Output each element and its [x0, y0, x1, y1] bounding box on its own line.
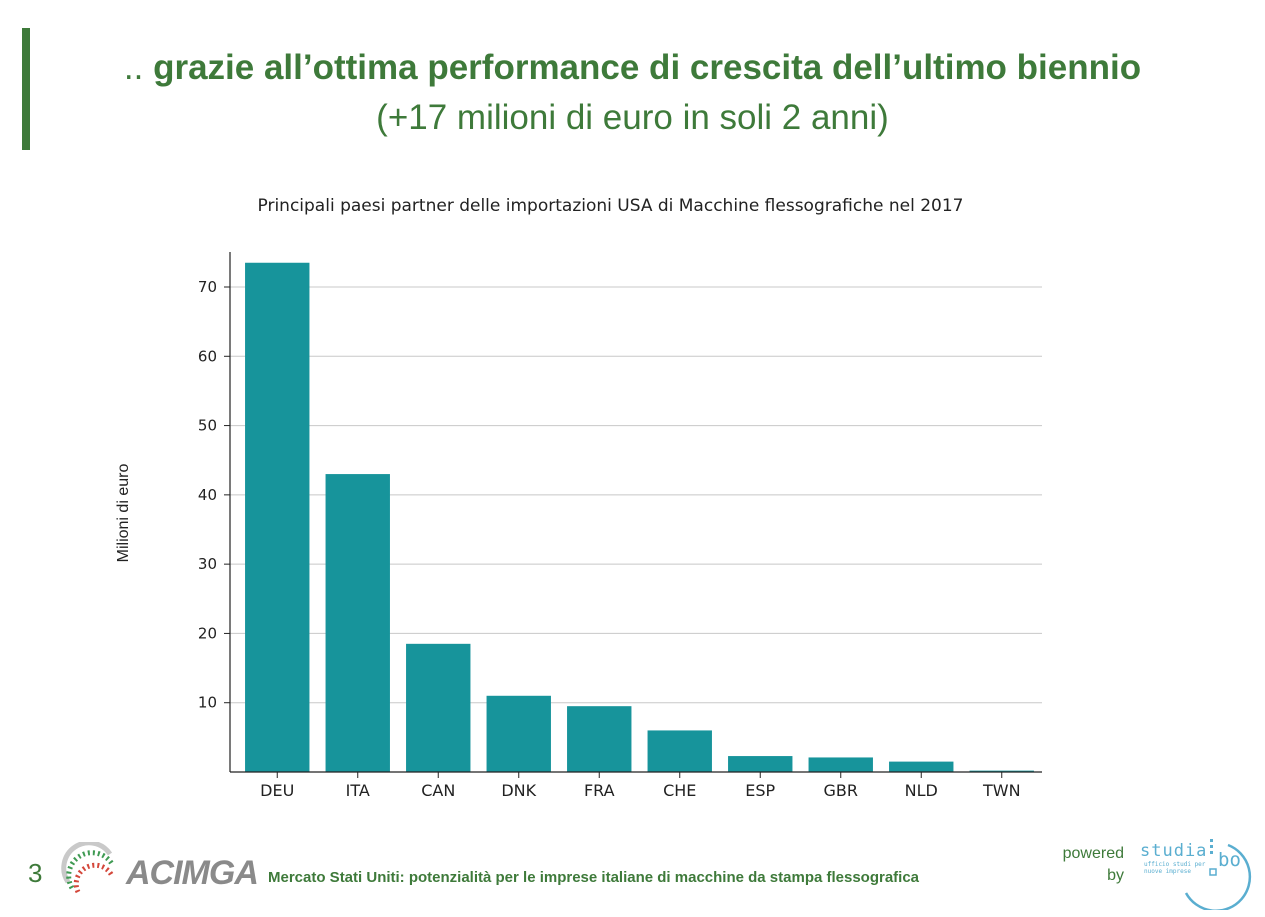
bo-text: bo — [1218, 849, 1241, 871]
bar-esp — [728, 756, 793, 772]
x-tick-label: GBR — [824, 781, 859, 800]
bar-fra — [567, 706, 632, 772]
studia-subtext: ufficio studi per nuove imprese — [1144, 861, 1206, 875]
acimga-logo-text: ACIMGA — [126, 854, 259, 892]
bar-ita — [325, 474, 390, 772]
page-number: 3 — [28, 858, 43, 888]
powered-by: powered by — [1048, 843, 1124, 887]
y-tick-labels: 10 20 30 40 50 60 70 — [198, 278, 217, 712]
bar-nld — [889, 761, 954, 772]
bar-twn — [969, 770, 1034, 772]
x-tick-label: TWN — [982, 781, 1021, 800]
acimga-logo: ACIMGA — [58, 840, 259, 902]
y-tick-label: 10 — [198, 694, 217, 712]
x-tick-label: CHE — [663, 781, 696, 800]
studia-bo-logo: studia bo ufficio studi per nuove impres… — [1132, 835, 1252, 910]
chart-axes — [224, 252, 1042, 778]
bar-chart: 10 20 30 40 50 60 70 DEU ITA CAN DNK FRA CHE ESP GBR N… — [115, 252, 1042, 800]
bar-can — [406, 643, 471, 772]
x-tick-labels: DEU ITA CAN DNK FRA CHE ESP GBR NLD TWN — [260, 781, 1020, 800]
x-tick-label: ESP — [745, 781, 775, 800]
y-axis-label: Milioni di euro — [115, 464, 132, 563]
x-tick-label: CAN — [421, 781, 455, 800]
studia-text: studia — [1140, 841, 1208, 861]
bar-dnk — [486, 695, 551, 772]
chart-bars — [245, 262, 1034, 772]
y-tick-label: 70 — [198, 278, 217, 296]
bar-che — [647, 730, 712, 772]
y-tick-label: 30 — [198, 555, 217, 573]
y-tick-label: 20 — [198, 624, 217, 642]
title-main: grazie all’ottima performance di crescit… — [153, 48, 1142, 87]
footer-caption: Mercato Stati Uniti: potenzialità per le… — [268, 869, 920, 886]
powered-by-line2: by — [1107, 867, 1124, 884]
bar-deu — [245, 262, 310, 772]
x-tick-label: DNK — [501, 781, 536, 800]
y-tick-label: 50 — [198, 417, 217, 435]
studia-bo-ring-icon — [1184, 839, 1252, 910]
x-tick-label: FRA — [584, 781, 615, 800]
powered-by-line1: powered — [1062, 845, 1124, 862]
bar-gbr — [808, 757, 873, 772]
acimga-logo-mark-icon — [61, 840, 115, 894]
title-prefix: .. — [123, 48, 144, 87]
y-tick-label: 60 — [198, 347, 217, 365]
title-accent-bar — [22, 28, 30, 150]
page-title: .. grazie all’ottima performance di cres… — [0, 48, 1265, 88]
page-subtitle: (+17 milioni di euro in soli 2 anni) — [376, 98, 889, 137]
chart-title: Principali paesi partner delle importazi… — [257, 196, 964, 216]
x-tick-label: DEU — [260, 781, 294, 800]
x-tick-label: NLD — [905, 781, 938, 800]
x-tick-label: ITA — [346, 781, 370, 800]
y-tick-label: 40 — [198, 486, 217, 504]
